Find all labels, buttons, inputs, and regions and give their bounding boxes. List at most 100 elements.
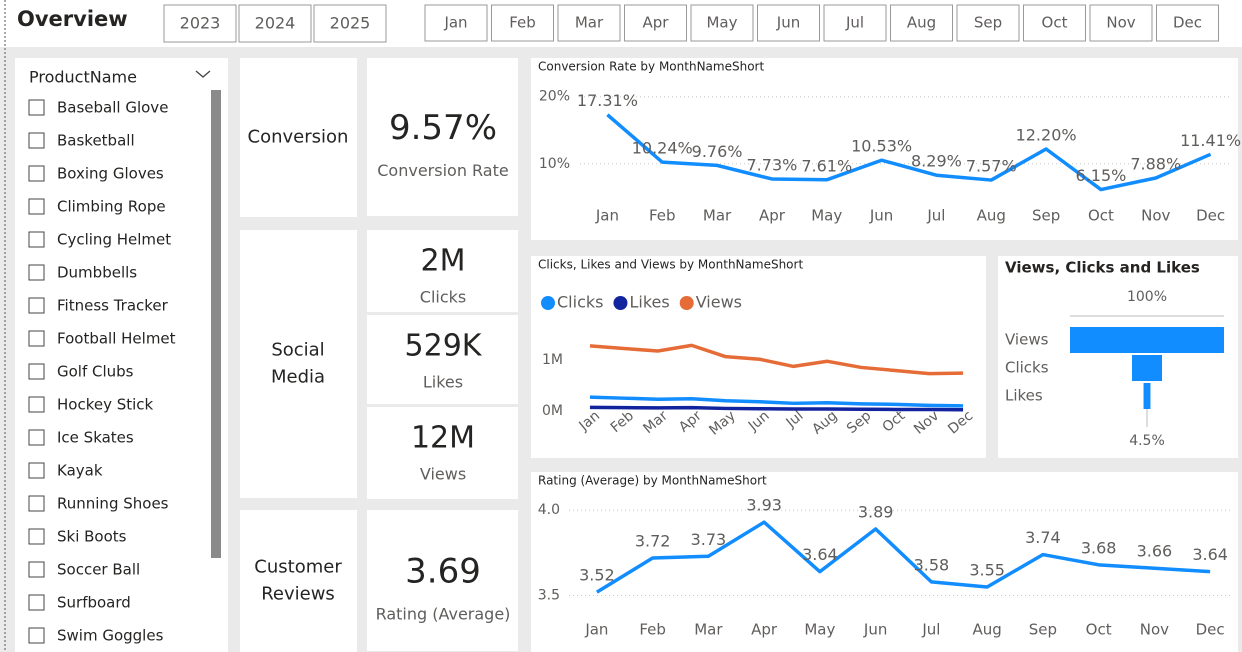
slicer-item[interactable]: Cycling Helmet — [57, 231, 171, 249]
data-label: 12.20% — [1016, 126, 1077, 145]
slicer-item[interactable]: Ski Boots — [57, 528, 127, 546]
slicer-item[interactable]: Surfboard — [57, 594, 131, 612]
checkbox[interactable] — [28, 528, 45, 545]
month-button[interactable] — [823, 4, 887, 42]
slicer-item[interactable]: Golf Clubs — [57, 363, 134, 381]
month-button[interactable] — [557, 4, 621, 42]
slicer-item[interactable]: Fitness Tracker — [57, 297, 169, 315]
y-tick-label: 10% — [539, 156, 570, 172]
year-button[interactable] — [163, 4, 237, 43]
data-label: 100% — [1127, 289, 1167, 305]
year-button[interactable] — [238, 4, 312, 43]
month-label[interactable]: Apr — [643, 14, 670, 32]
data-label: 3.93 — [746, 496, 782, 515]
month-button[interactable] — [690, 4, 754, 42]
x-tick-label: May — [804, 621, 835, 639]
month-button[interactable] — [890, 4, 953, 42]
x-tick-label: Jul — [921, 621, 940, 639]
data-label: 7.61% — [801, 156, 852, 175]
checkbox[interactable] — [28, 594, 45, 611]
slicer-item[interactable]: Basketball — [57, 132, 135, 150]
checkbox[interactable] — [28, 198, 45, 215]
year-label[interactable]: 2024 — [255, 14, 296, 33]
month-button[interactable] — [1023, 4, 1086, 42]
slicer-item[interactable]: Baseball Glove — [57, 99, 168, 117]
card — [367, 510, 518, 651]
legend-marker — [541, 296, 555, 310]
slicer-item[interactable]: Hockey Stick — [57, 396, 154, 414]
slicer-item[interactable]: Swim Goggles — [57, 627, 164, 645]
checkbox[interactable] — [28, 165, 45, 182]
slicer-item[interactable]: Soccer Ball — [57, 561, 140, 579]
checkbox[interactable] — [28, 462, 45, 479]
slicer-panel — [15, 58, 228, 652]
month-label[interactable]: Oct — [1042, 14, 1068, 32]
checkbox[interactable] — [28, 561, 45, 578]
slicer-item[interactable]: Kayak — [57, 462, 103, 480]
data-label: 10.24% — [632, 139, 693, 158]
month-button[interactable] — [757, 4, 820, 42]
x-tick-label: Nov — [1140, 621, 1169, 639]
checkbox[interactable] — [28, 396, 45, 413]
checkbox[interactable] — [28, 429, 45, 446]
chart-title: Rating (Average) by MonthNameShort — [538, 474, 767, 488]
data-label: 8.29% — [911, 152, 962, 171]
slicer-item[interactable]: Running Shoes — [57, 495, 169, 513]
data-label: 3.66 — [1137, 542, 1173, 561]
x-tick-label: Mar — [703, 207, 732, 225]
category-label: Clicks — [1005, 359, 1049, 377]
slicer-item[interactable]: Climbing Rope — [57, 198, 166, 216]
checkbox[interactable] — [28, 231, 45, 248]
slicer-chevron[interactable] — [195, 70, 211, 78]
legend-marker — [679, 296, 694, 310]
year-button[interactable] — [313, 4, 387, 43]
month-label[interactable]: Sep — [974, 14, 1002, 32]
checkbox[interactable] — [28, 132, 45, 149]
data-label: 4.5% — [1129, 433, 1165, 449]
y-tick-label: 3.5 — [538, 588, 560, 604]
x-tick-label: Jun — [863, 621, 887, 639]
year-label[interactable]: 2023 — [180, 14, 221, 33]
checkbox[interactable] — [28, 363, 45, 380]
checkbox[interactable] — [28, 264, 45, 281]
chart-title: Views, Clicks and Likes — [1005, 259, 1200, 277]
month-button[interactable] — [491, 4, 554, 42]
slicer-item[interactable]: Football Helmet — [57, 330, 176, 348]
checkbox[interactable] — [28, 330, 45, 347]
x-tick-label: Jan — [595, 207, 619, 225]
month-label[interactable]: May — [706, 14, 737, 32]
month-label[interactable]: Nov — [1106, 14, 1135, 32]
slicer-item[interactable]: Ice Skates — [57, 429, 134, 447]
line-series — [606, 113, 1212, 192]
month-label[interactable]: Jul — [845, 14, 864, 32]
data-label: 3.55 — [969, 561, 1005, 580]
month-button[interactable] — [956, 4, 1020, 42]
month-button[interactable] — [424, 4, 488, 42]
month-button[interactable] — [1156, 4, 1219, 42]
checkbox[interactable] — [28, 627, 45, 644]
chart-title: Clicks, Likes and Views by MonthNameShor… — [538, 258, 803, 272]
month-button[interactable] — [624, 4, 687, 42]
month-label[interactable]: Jun — [776, 14, 800, 32]
month-label[interactable]: Jan — [443, 14, 467, 32]
month-label[interactable]: Mar — [575, 14, 604, 32]
month-button[interactable] — [1089, 4, 1153, 42]
card-group — [240, 230, 357, 498]
card-value: 529K — [405, 329, 483, 364]
checkbox[interactable] — [28, 99, 45, 116]
year-label[interactable]: 2025 — [330, 14, 371, 33]
month-label[interactable]: Dec — [1173, 14, 1202, 32]
y-tick-label: 20% — [539, 89, 570, 105]
checkbox[interactable] — [28, 297, 45, 314]
y-tick-label: 0M — [542, 403, 563, 419]
slicer-item[interactable]: Boxing Gloves — [57, 165, 164, 183]
month-label[interactable]: Aug — [907, 14, 936, 32]
checkbox[interactable] — [28, 495, 45, 512]
chart-title: Conversion Rate by MonthNameShort — [538, 60, 764, 74]
slicer-item[interactable]: Dumbbells — [57, 264, 137, 282]
funnel-bar — [1131, 355, 1163, 381]
month-label[interactable]: Feb — [509, 14, 536, 32]
scrollbar[interactable] — [211, 90, 221, 558]
x-tick-label: Sep — [1032, 207, 1060, 225]
